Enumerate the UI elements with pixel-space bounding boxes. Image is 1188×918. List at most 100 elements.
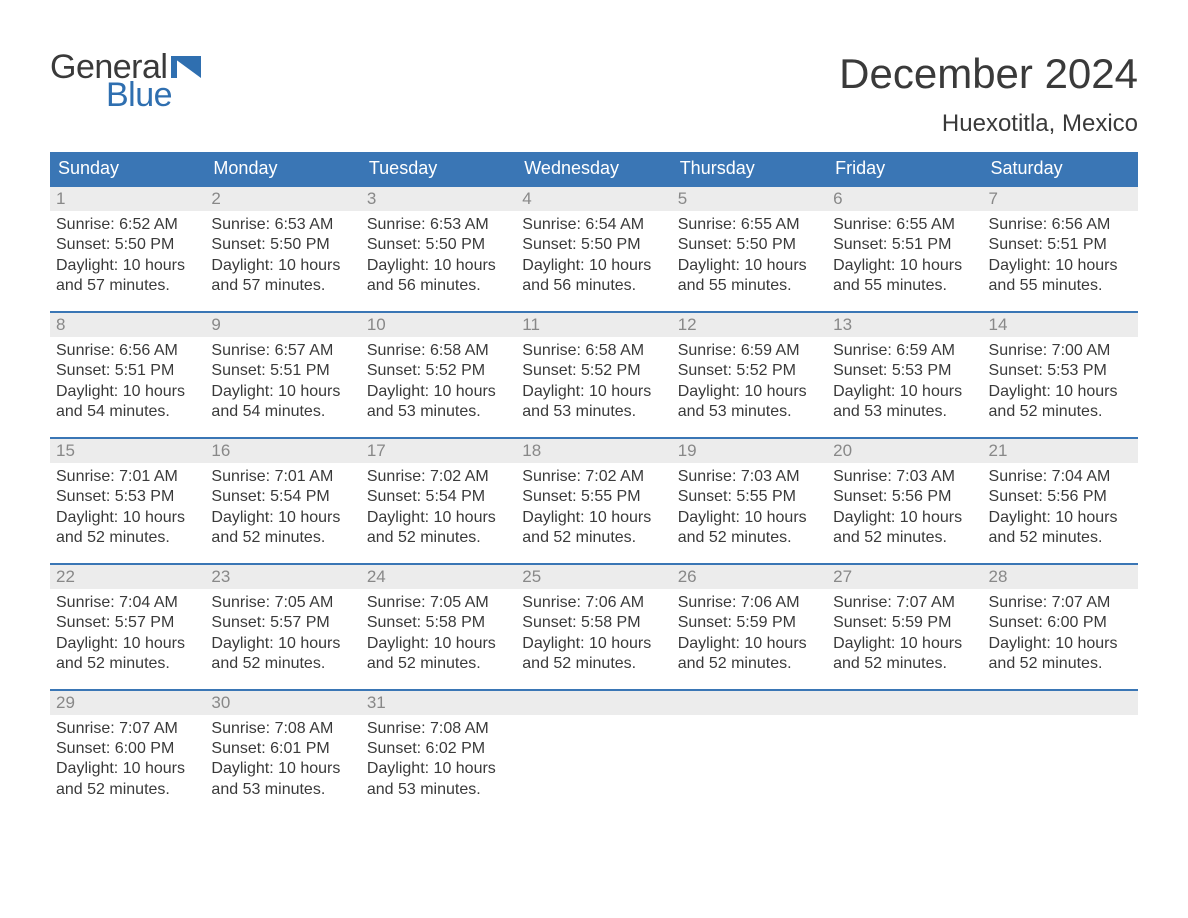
day-number: 3	[361, 187, 516, 211]
day-data: Sunrise: 6:55 AMSunset: 5:51 PMDaylight:…	[827, 211, 982, 297]
day-header-fri: Friday	[827, 152, 982, 185]
day-number: 4	[516, 187, 671, 211]
day-number: 8	[50, 313, 205, 337]
day-number-cell: 17	[361, 439, 516, 463]
day-number	[672, 691, 827, 695]
weeks-container: 1234567Sunrise: 6:52 AMSunset: 5:50 PMDa…	[50, 185, 1138, 800]
day-day1: Daylight: 10 hours	[56, 382, 199, 402]
day-number-cell: 11	[516, 313, 671, 337]
day-number: 14	[983, 313, 1138, 337]
daydata-row: Sunrise: 7:01 AMSunset: 5:53 PMDaylight:…	[50, 463, 1138, 549]
day-day2: and 52 minutes.	[211, 528, 354, 548]
day-day2: and 56 minutes.	[367, 276, 510, 296]
header: General Blue December 2024 Huexotitla, M…	[50, 50, 1138, 138]
day-cell: Sunrise: 7:00 AMSunset: 5:53 PMDaylight:…	[983, 337, 1138, 423]
day-number-cell	[672, 691, 827, 715]
day-cell: Sunrise: 6:52 AMSunset: 5:50 PMDaylight:…	[50, 211, 205, 297]
day-day2: and 55 minutes.	[678, 276, 821, 296]
day-day2: and 52 minutes.	[56, 654, 199, 674]
day-day1: Daylight: 10 hours	[522, 256, 665, 276]
day-cell: Sunrise: 7:05 AMSunset: 5:57 PMDaylight:…	[205, 589, 360, 675]
day-day1: Daylight: 10 hours	[367, 759, 510, 779]
day-cell: Sunrise: 6:53 AMSunset: 5:50 PMDaylight:…	[205, 211, 360, 297]
day-sunset: Sunset: 5:57 PM	[211, 613, 354, 633]
week-row: 891011121314Sunrise: 6:56 AMSunset: 5:51…	[50, 311, 1138, 423]
day-number	[516, 691, 671, 695]
day-sunrise: Sunrise: 6:56 AM	[989, 215, 1132, 235]
day-day2: and 53 minutes.	[522, 402, 665, 422]
day-data	[983, 715, 1138, 719]
day-sunrise: Sunrise: 7:06 AM	[678, 593, 821, 613]
day-day2: and 52 minutes.	[367, 654, 510, 674]
day-cell: Sunrise: 7:07 AMSunset: 6:00 PMDaylight:…	[983, 589, 1138, 675]
day-number-cell: 5	[672, 187, 827, 211]
day-sunrise: Sunrise: 7:01 AM	[211, 467, 354, 487]
day-number: 2	[205, 187, 360, 211]
day-sunset: Sunset: 5:55 PM	[678, 487, 821, 507]
day-data	[827, 715, 982, 719]
day-cell: Sunrise: 6:54 AMSunset: 5:50 PMDaylight:…	[516, 211, 671, 297]
day-day1: Daylight: 10 hours	[522, 382, 665, 402]
day-sunrise: Sunrise: 7:05 AM	[211, 593, 354, 613]
day-sunrise: Sunrise: 6:55 AM	[678, 215, 821, 235]
day-number-cell: 28	[983, 565, 1138, 589]
day-data: Sunrise: 7:08 AMSunset: 6:01 PMDaylight:…	[205, 715, 360, 801]
day-day1: Daylight: 10 hours	[211, 256, 354, 276]
day-number: 27	[827, 565, 982, 589]
day-day1: Daylight: 10 hours	[367, 634, 510, 654]
day-number-cell: 9	[205, 313, 360, 337]
day-cell: Sunrise: 7:07 AMSunset: 5:59 PMDaylight:…	[827, 589, 982, 675]
day-number: 29	[50, 691, 205, 715]
day-sunrise: Sunrise: 6:52 AM	[56, 215, 199, 235]
day-sunrise: Sunrise: 7:04 AM	[989, 467, 1132, 487]
day-cell: Sunrise: 7:06 AMSunset: 5:59 PMDaylight:…	[672, 589, 827, 675]
day-number: 15	[50, 439, 205, 463]
day-cell: Sunrise: 7:01 AMSunset: 5:53 PMDaylight:…	[50, 463, 205, 549]
day-number-cell: 20	[827, 439, 982, 463]
day-day1: Daylight: 10 hours	[989, 256, 1132, 276]
day-number: 5	[672, 187, 827, 211]
day-sunset: Sunset: 5:50 PM	[56, 235, 199, 255]
day-number: 18	[516, 439, 671, 463]
day-number-cell: 1	[50, 187, 205, 211]
day-number-cell: 13	[827, 313, 982, 337]
brand-logo: General Blue	[50, 50, 201, 112]
day-data: Sunrise: 6:57 AMSunset: 5:51 PMDaylight:…	[205, 337, 360, 423]
day-day1: Daylight: 10 hours	[833, 634, 976, 654]
day-header-sat: Saturday	[983, 152, 1138, 185]
day-data: Sunrise: 7:04 AMSunset: 5:56 PMDaylight:…	[983, 463, 1138, 549]
day-sunrise: Sunrise: 6:59 AM	[678, 341, 821, 361]
daydata-row: Sunrise: 6:52 AMSunset: 5:50 PM Daylight:…	[50, 211, 1138, 297]
day-sunset: Sunset: 5:59 PM	[678, 613, 821, 633]
day-sunset: Sunset: 5:53 PM	[56, 487, 199, 507]
day-sunset: Sunset: 5:56 PM	[989, 487, 1132, 507]
day-cell: Sunrise: 7:04 AMSunset: 5:57 PMDaylight:…	[50, 589, 205, 675]
day-sunset: Sunset: 5:51 PM	[56, 361, 199, 381]
day-data: Sunrise: 6:55 AMSunset: 5:50 PMDaylight:…	[672, 211, 827, 297]
day-day2: and 52 minutes.	[989, 528, 1132, 548]
day-number: 28	[983, 565, 1138, 589]
day-cell	[672, 715, 827, 801]
day-day2: and 53 minutes.	[833, 402, 976, 422]
day-number: 23	[205, 565, 360, 589]
day-data: Sunrise: 6:52 AMSunset: 5:50 PMDaylight:…	[50, 211, 205, 297]
day-number: 12	[672, 313, 827, 337]
day-sunset: Sunset: 5:51 PM	[211, 361, 354, 381]
day-cell: Sunrise: 6:56 AMSunset: 5:51 PMDaylight:…	[50, 337, 205, 423]
day-number-cell: 19	[672, 439, 827, 463]
day-day1: Daylight: 10 hours	[56, 634, 199, 654]
day-header-sun: Sunday	[50, 152, 205, 185]
day-sunrise: Sunrise: 6:56 AM	[56, 341, 199, 361]
day-day1: Daylight: 10 hours	[211, 508, 354, 528]
day-day1: Daylight: 10 hours	[56, 508, 199, 528]
day-sunset: Sunset: 5:58 PM	[522, 613, 665, 633]
day-number: 30	[205, 691, 360, 715]
day-day2: and 52 minutes.	[522, 528, 665, 548]
day-number-cell: 4	[516, 187, 671, 211]
day-number-cell: 26	[672, 565, 827, 589]
day-cell: Sunrise: 7:02 AMSunset: 5:54 PMDaylight:…	[361, 463, 516, 549]
day-day2: and 53 minutes.	[367, 780, 510, 800]
day-sunrise: Sunrise: 7:01 AM	[56, 467, 199, 487]
day-number: 6	[827, 187, 982, 211]
day-number-cell: 16	[205, 439, 360, 463]
